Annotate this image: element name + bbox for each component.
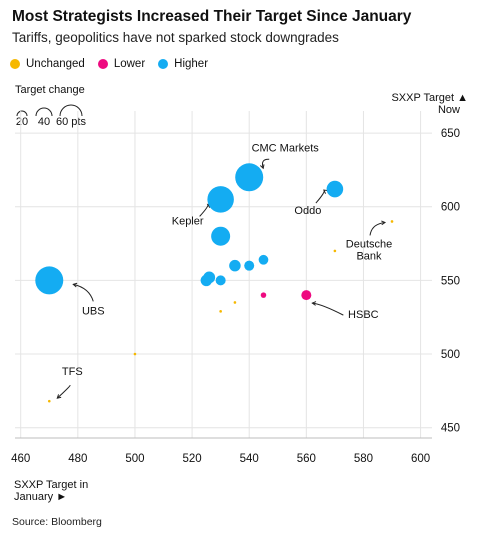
annotation-arrow (312, 302, 344, 316)
legend-label-unchanged: Unchanged (26, 58, 85, 70)
x-tick-label: 520 (182, 453, 201, 465)
legend-item-unchanged: Unchanged (10, 58, 85, 70)
data-point (229, 259, 241, 272)
data-point (219, 310, 222, 313)
annotation-label: TFS (62, 366, 83, 378)
data-point (301, 290, 312, 301)
source-note: Source: Bloomberg (12, 516, 102, 528)
data-point (133, 352, 137, 356)
data-point (200, 274, 213, 287)
size-legend-arc (35, 107, 53, 117)
annotation-arrow (261, 158, 270, 169)
data-point (35, 266, 64, 295)
data-point (215, 275, 226, 286)
legend-item-lower: Lower (97, 58, 146, 70)
annotation-label: UBS (82, 305, 105, 317)
data-point (233, 301, 237, 304)
annotation-label: Kepler (172, 215, 204, 227)
y-tick-label: 650 (441, 128, 460, 140)
x-tick-label: 480 (68, 453, 87, 465)
data-point (211, 226, 231, 246)
data-point (260, 292, 267, 298)
data-point (258, 254, 269, 265)
data-point (207, 186, 234, 213)
x-tick-label: 600 (411, 453, 430, 465)
legend-label-lower: Lower (113, 58, 146, 70)
size-legend: Target change 20 40 60 pts (15, 84, 86, 128)
x-tick-label: 560 (297, 453, 316, 465)
annotation-arrowhead (56, 394, 62, 399)
annotation-arrow (369, 221, 386, 236)
annotation-arrow (73, 283, 94, 302)
size-legend-label: 20 (16, 116, 28, 128)
annotation-arrowhead (381, 220, 387, 226)
x-tick-label: 580 (354, 453, 373, 465)
chart-subtitle: Tariffs, geopolitics have not sparked st… (12, 30, 339, 45)
size-legend-arc (59, 104, 83, 117)
x-tick-label: 500 (125, 453, 144, 465)
data-point (326, 180, 344, 198)
y-tick-label: 600 (441, 202, 460, 214)
legend-swatch-higher (158, 59, 169, 69)
legend-label-higher: Higher (174, 58, 209, 70)
y-axis-label: SXXP Target ▲ Now (391, 92, 468, 116)
legend-swatch-unchanged (10, 59, 20, 69)
annotation-arrowhead (72, 282, 78, 288)
size-legend-title: Target change (15, 84, 85, 96)
chart-title: Most Strategists Increased Their Target … (12, 8, 412, 25)
y-tick-label: 450 (441, 423, 460, 435)
y-tick-label: 500 (441, 349, 460, 361)
y-tick-label: 550 (441, 275, 460, 287)
annotation-arrowhead (311, 301, 317, 306)
size-legend-label: 60 pts (56, 116, 86, 128)
x-tick-label: 540 (240, 453, 259, 465)
size-legend-arc (16, 110, 28, 117)
legend-item-higher: Higher (158, 58, 208, 70)
data-point (47, 399, 51, 403)
annotation-arrow (56, 384, 71, 399)
annotation-label: HSBC (348, 309, 379, 321)
size-legend-label: 40 (38, 116, 50, 128)
annotation-arrowhead (323, 189, 328, 194)
data-point (244, 260, 255, 271)
annotation-label: Deutsche Bank (346, 238, 392, 262)
data-point (390, 220, 394, 223)
chart-legend: Unchanged Lower Higher (10, 58, 221, 70)
x-axis-label: SXXP Target in January ► (14, 479, 88, 503)
annotation-label: CMC Markets (252, 142, 320, 154)
data-point (235, 163, 264, 192)
data-point (333, 249, 337, 253)
annotation-label: Oddo (294, 205, 321, 217)
annotation-arrow (315, 189, 325, 204)
x-tick-label: 460 (11, 453, 30, 465)
legend-swatch-lower (97, 59, 108, 69)
annotation-arrowhead (259, 164, 265, 170)
